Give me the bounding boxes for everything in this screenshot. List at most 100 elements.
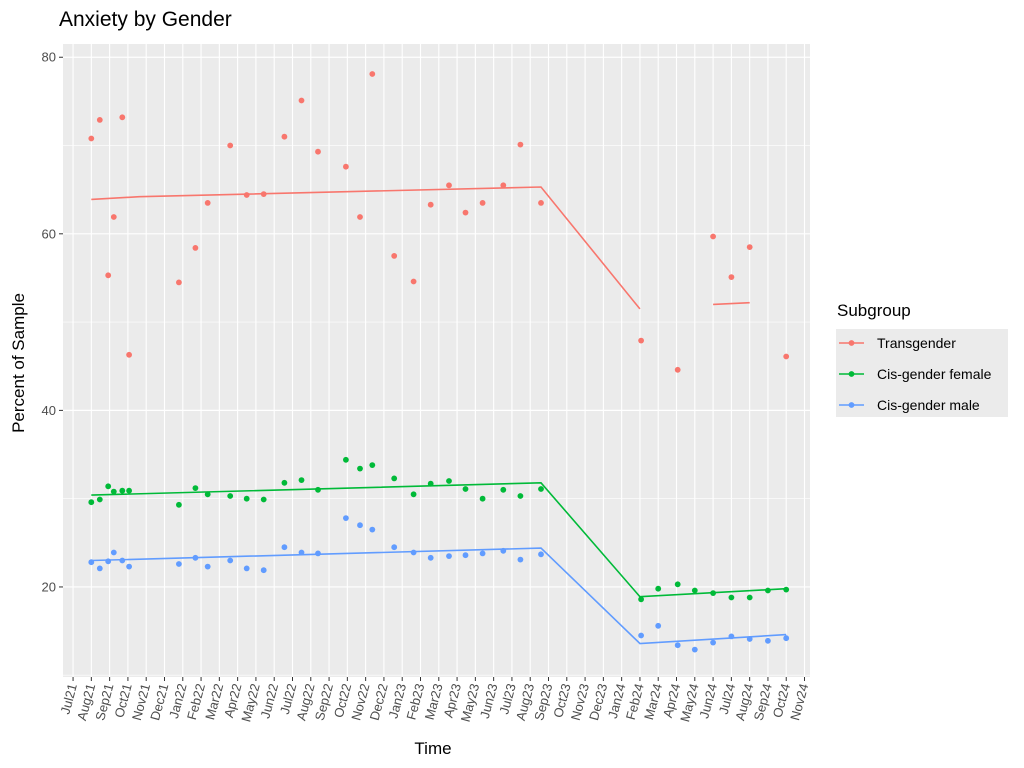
data-point xyxy=(369,71,376,77)
data-point xyxy=(728,633,735,640)
data-point xyxy=(746,244,753,251)
data-point xyxy=(96,565,103,572)
data-point xyxy=(243,192,250,198)
x-axis: Jul21Aug21Sep21Oct21Nov21Dec21Jan22Feb22… xyxy=(57,677,811,723)
legend-key-point xyxy=(848,371,855,377)
legend-label: Cis-gender female xyxy=(877,366,992,382)
data-point xyxy=(369,526,376,533)
data-point xyxy=(96,496,103,503)
data-point xyxy=(315,550,321,557)
data-point xyxy=(710,590,716,596)
data-point xyxy=(243,565,250,572)
data-point xyxy=(105,558,112,565)
data-point xyxy=(88,135,95,142)
data-points xyxy=(88,71,790,653)
data-point xyxy=(538,200,544,206)
data-point xyxy=(391,253,398,259)
data-point xyxy=(204,563,211,570)
data-point xyxy=(227,557,234,564)
data-point xyxy=(710,639,716,646)
data-point xyxy=(410,549,417,556)
x-axis-title: Time xyxy=(414,739,451,758)
data-point xyxy=(538,486,544,492)
data-point xyxy=(192,485,199,491)
data-point xyxy=(126,487,132,494)
data-point xyxy=(126,351,132,358)
data-point xyxy=(315,148,321,155)
data-point xyxy=(691,646,698,653)
data-point xyxy=(638,632,644,639)
grid-lines xyxy=(63,44,810,677)
data-point xyxy=(176,279,182,286)
data-point xyxy=(500,182,507,189)
data-point xyxy=(343,163,349,170)
data-point xyxy=(192,554,199,561)
data-point xyxy=(746,594,753,601)
data-point xyxy=(281,133,288,140)
data-point xyxy=(446,182,452,189)
data-point xyxy=(260,567,267,574)
chart-title: Anxiety by Gender xyxy=(59,8,232,31)
data-point xyxy=(427,480,434,487)
data-point xyxy=(192,245,199,251)
data-point xyxy=(710,233,716,240)
data-point xyxy=(517,141,524,148)
data-point xyxy=(298,97,305,104)
panel-background xyxy=(63,44,810,677)
legend-key xyxy=(839,371,864,377)
data-point xyxy=(110,488,117,495)
data-point xyxy=(479,550,486,557)
data-point xyxy=(315,486,321,493)
data-point xyxy=(691,587,698,594)
data-point xyxy=(119,114,126,121)
trend-line xyxy=(91,186,641,310)
legend-label: Transgender xyxy=(877,335,956,351)
legend-title: Subgroup xyxy=(837,301,911,320)
data-point xyxy=(462,486,469,492)
data-point xyxy=(119,487,126,494)
y-axis-title: Percent of Sample xyxy=(9,293,28,433)
data-point xyxy=(110,549,117,556)
data-point xyxy=(126,563,132,570)
data-point xyxy=(427,201,434,208)
data-point xyxy=(176,501,182,508)
legend-key-background xyxy=(836,329,1008,417)
data-point xyxy=(500,486,507,493)
data-point xyxy=(227,142,234,149)
data-point xyxy=(96,117,103,123)
legend-key xyxy=(839,402,864,408)
data-point xyxy=(728,274,735,280)
data-point xyxy=(357,214,363,220)
data-point xyxy=(298,477,305,483)
data-point xyxy=(462,209,469,216)
data-point xyxy=(281,544,288,551)
y-tick-label: 60 xyxy=(42,226,56,241)
legend-key xyxy=(839,340,864,346)
data-point xyxy=(446,553,452,559)
data-point xyxy=(204,200,211,206)
legend: Subgroup Transgender Cis-gender female Cis… xyxy=(836,301,1008,417)
legend-label: Cis-gender male xyxy=(877,397,980,413)
data-point xyxy=(765,587,771,594)
data-point xyxy=(538,551,544,558)
data-point xyxy=(655,622,662,629)
data-point xyxy=(391,475,398,482)
data-point xyxy=(638,596,644,603)
data-point xyxy=(204,491,211,498)
data-point xyxy=(88,499,95,506)
data-point xyxy=(728,594,735,601)
data-point xyxy=(260,496,267,503)
y-tick-label: 80 xyxy=(42,50,56,65)
data-point xyxy=(227,493,234,499)
data-point xyxy=(281,479,288,486)
data-point xyxy=(391,544,398,551)
data-point xyxy=(343,456,349,463)
data-point xyxy=(479,200,486,206)
data-point xyxy=(674,642,681,649)
data-point xyxy=(500,547,507,554)
trend-line xyxy=(713,301,750,306)
data-point xyxy=(243,495,250,502)
data-point xyxy=(446,478,452,484)
data-point xyxy=(638,337,644,344)
y-tick-label: 20 xyxy=(42,579,56,594)
